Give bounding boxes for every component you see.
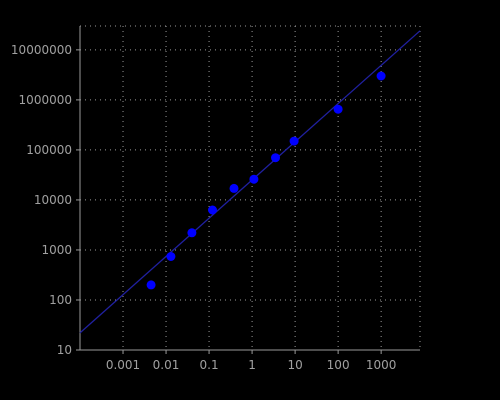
- x-tick-label: 0.001: [106, 358, 140, 372]
- data-point: [208, 205, 217, 215]
- fit-line-series: [79, 30, 421, 334]
- y-tick-label: 10: [57, 343, 72, 357]
- x-tick-label: 0.01: [153, 358, 180, 372]
- data-point: [166, 252, 176, 261]
- x-tick-label: 1: [248, 358, 256, 372]
- x-tick-label: 0.1: [200, 358, 219, 372]
- y-tick-label: 1000000: [19, 93, 72, 107]
- data-points-series: [146, 71, 386, 290]
- fit-line: [79, 30, 421, 334]
- data-point: [333, 104, 343, 114]
- y-tick-label: 10000: [34, 193, 72, 207]
- x-tick-label: 10: [287, 358, 302, 372]
- data-point: [271, 153, 280, 163]
- y-tick-label: 1000: [41, 243, 72, 257]
- data-point: [146, 280, 156, 290]
- axes: [79, 26, 420, 351]
- x-axis-ticks: 0.001 0.01 0.1 1 10 100 1000: [106, 350, 397, 372]
- grid: [80, 25, 421, 350]
- data-point: [249, 174, 259, 184]
- data-point: [376, 71, 386, 81]
- data-point: [229, 183, 239, 193]
- data-point: [289, 136, 299, 146]
- x-tick-label: 100: [327, 358, 350, 372]
- y-tick-label: 10000000: [11, 43, 72, 57]
- y-axis-ticks: 10 100 1000 10000 100000 1000000 10000000: [11, 43, 80, 357]
- data-point: [187, 228, 197, 238]
- x-tick-label: 1000: [366, 358, 397, 372]
- y-tick-label: 100: [49, 293, 72, 307]
- y-tick-label: 100000: [26, 143, 72, 157]
